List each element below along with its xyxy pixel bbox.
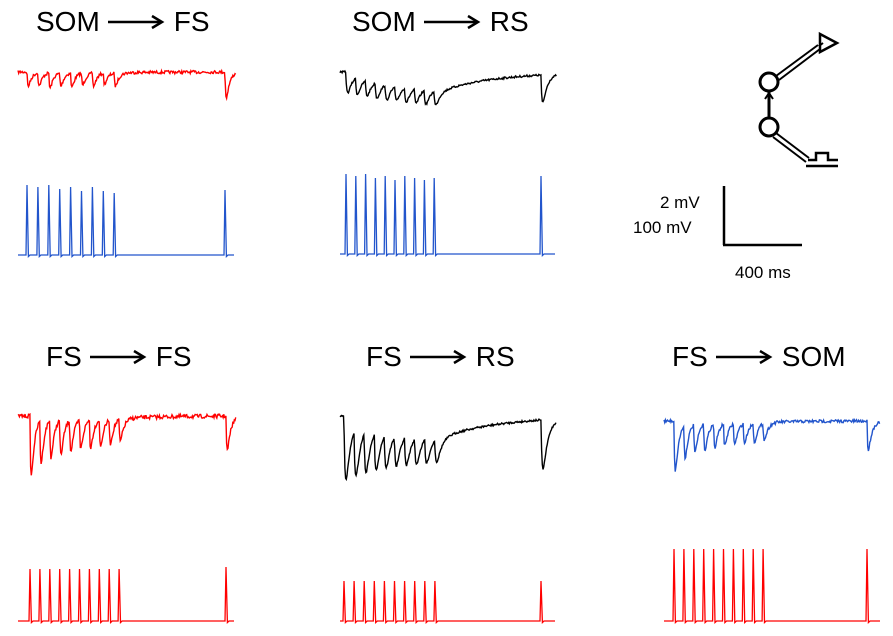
spike-train <box>664 548 880 624</box>
arrow-icon <box>423 14 481 30</box>
postsynaptic-trace-fs-fs <box>17 412 237 476</box>
presynaptic-trace-fs-fs <box>18 566 234 624</box>
scale-label-voltage-pre: 100 mV <box>633 218 692 237</box>
spike-train <box>18 566 234 624</box>
scale-bar <box>722 186 802 247</box>
ipsp-trace <box>339 414 557 482</box>
postsynaptic-trace-fs-rs <box>339 414 557 482</box>
scale-label-voltage-post: 2 mV <box>660 193 700 212</box>
presynaptic-trace-fs-som <box>664 548 880 624</box>
ipsp-trace <box>663 417 881 472</box>
title-to: FS <box>155 341 192 372</box>
ipsp-trace <box>17 68 237 102</box>
title-from: FS <box>46 341 82 372</box>
panel-title-fs-fs: FS FS <box>46 341 192 373</box>
recording-schematic-icon <box>758 31 840 168</box>
spike-train <box>340 173 555 257</box>
ipsp-trace <box>17 412 237 476</box>
panel-title-fs-rs: FS RS <box>366 341 515 373</box>
title-to: FS <box>173 6 210 37</box>
arrow-icon <box>409 349 467 365</box>
title-from: SOM <box>352 6 416 37</box>
presynaptic-trace-som-fs <box>18 184 234 258</box>
title-to: RS <box>489 6 529 37</box>
arrow-icon <box>107 14 165 30</box>
title-from: FS <box>672 341 708 372</box>
spike-train <box>18 184 234 258</box>
title-to: RS <box>475 341 515 372</box>
postsynaptic-trace-fs-som <box>663 417 881 472</box>
panel-title-fs-som: FS SOM <box>672 341 846 373</box>
title-from: FS <box>366 341 402 372</box>
arrow-icon <box>715 349 773 365</box>
postsynaptic-trace-som-fs <box>17 68 237 102</box>
title-to: SOM <box>781 341 846 372</box>
spike-train <box>340 580 555 624</box>
panel-title-som-rs: SOM RS <box>352 6 529 38</box>
presynaptic-trace-fs-rs <box>340 580 555 624</box>
arrow-icon <box>89 349 147 365</box>
postsynaptic-trace-som-rs <box>339 69 557 106</box>
title-from: SOM <box>36 6 100 37</box>
scale-label-time: 400 ms <box>735 263 791 282</box>
presynaptic-trace-som-rs <box>340 173 555 257</box>
panel-title-som-fs: SOM FS <box>36 6 210 38</box>
ipsp-trace <box>339 69 557 106</box>
